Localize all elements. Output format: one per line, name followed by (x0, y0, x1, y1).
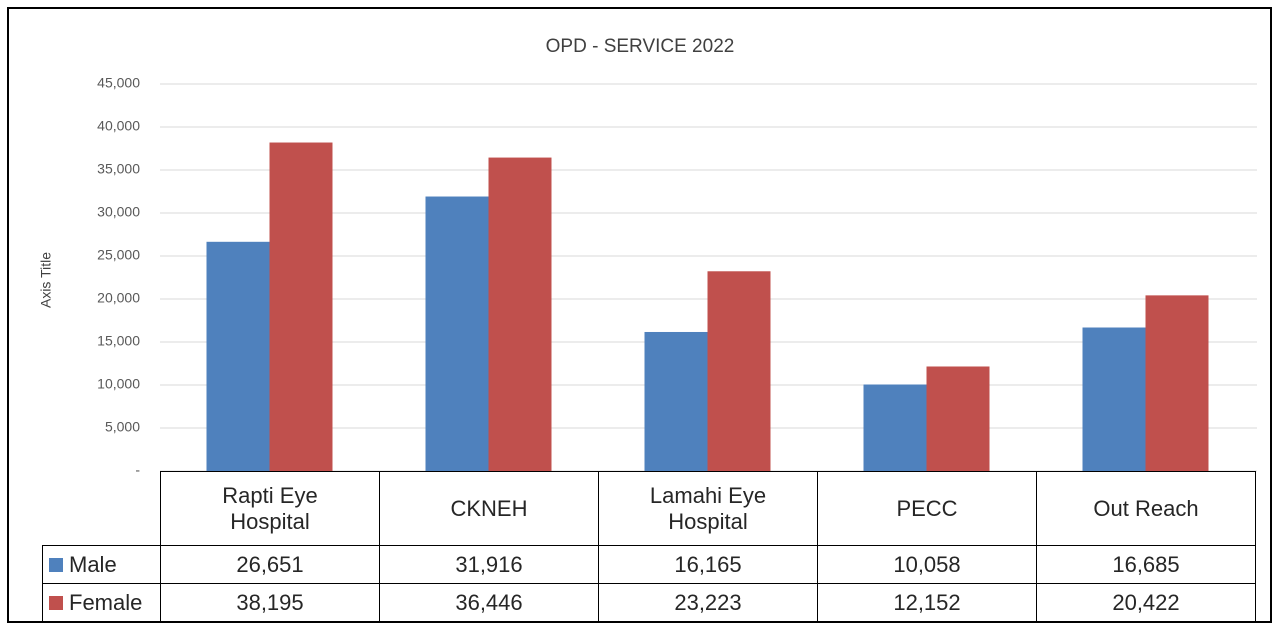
y-tick-label: 40,000 (97, 118, 140, 134)
legend-label: Male (69, 551, 117, 577)
value-cell: 38,195 (160, 583, 380, 622)
value-cell: 26,651 (160, 545, 380, 584)
value-cell: 31,916 (379, 545, 599, 584)
value-cell: 23,223 (598, 583, 818, 622)
chart-title: OPD - SERVICE 2022 (546, 36, 735, 57)
bar (206, 241, 270, 471)
y-tick-label: 10,000 (97, 376, 140, 392)
y-tick-label: 35,000 (97, 161, 140, 177)
value-cell: 10,058 (817, 545, 1037, 584)
y-tick-label: - (135, 462, 140, 478)
value-cell: 12,152 (817, 583, 1037, 622)
bar (425, 196, 489, 471)
legend-cell: Female (42, 583, 161, 622)
legend-cell: Male (42, 545, 161, 584)
bar (1082, 327, 1146, 471)
bar (926, 366, 990, 471)
category-cell: PECC (817, 471, 1037, 546)
value-cell: 36,446 (379, 583, 599, 622)
value-cell: 16,685 (1036, 545, 1256, 584)
chart-border (7, 7, 1272, 623)
category-cell: Out Reach (1036, 471, 1256, 546)
value-cell: 16,165 (598, 545, 818, 584)
y-tick-label: 20,000 (97, 290, 140, 306)
bar (269, 142, 333, 471)
legend-swatch (49, 557, 63, 572)
y-tick-label: 15,000 (97, 333, 140, 349)
bar (707, 271, 771, 471)
value-cell: 20,422 (1036, 583, 1256, 622)
bar (863, 384, 927, 471)
y-tick-label: 5,000 (105, 419, 140, 435)
y-tick-label: 25,000 (97, 247, 140, 263)
category-cell: Lamahi Eye Hospital (598, 471, 818, 546)
bar (488, 157, 552, 472)
category-cell: CKNEH (379, 471, 599, 546)
legend-label: Female (69, 589, 143, 615)
bar (644, 331, 708, 471)
y-axis-title: Axis Title (38, 252, 54, 308)
category-cell: Rapti Eye Hospital (160, 471, 380, 546)
y-tick-label: 30,000 (97, 204, 140, 220)
legend-swatch (49, 595, 63, 610)
y-tick-label: 45,000 (97, 75, 140, 91)
bar (1145, 295, 1209, 471)
